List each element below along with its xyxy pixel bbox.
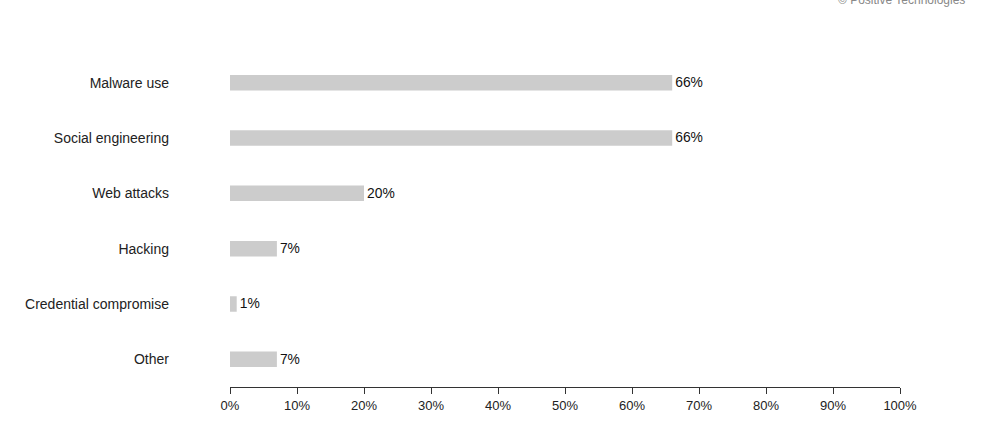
svg-text:7%: 7%: [280, 351, 300, 367]
svg-text:Credential compromise: Credential compromise: [25, 296, 169, 312]
svg-text:Other: Other: [134, 351, 169, 367]
svg-text:7%: 7%: [280, 240, 300, 256]
svg-text:Malware use: Malware use: [90, 75, 170, 91]
svg-text:10%: 10%: [284, 398, 310, 413]
svg-text:Web attacks: Web attacks: [92, 185, 169, 201]
svg-text:1%: 1%: [240, 295, 260, 311]
svg-text:90%: 90%: [820, 398, 846, 413]
svg-text:80%: 80%: [753, 398, 779, 413]
svg-text:66%: 66%: [675, 74, 703, 90]
svg-text:66%: 66%: [675, 129, 703, 145]
svg-text:30%: 30%: [418, 398, 444, 413]
svg-text:60%: 60%: [619, 398, 645, 413]
svg-text:Hacking: Hacking: [118, 241, 169, 257]
svg-text:20%: 20%: [351, 398, 377, 413]
svg-text:40%: 40%: [485, 398, 511, 413]
svg-text:© Positive Technologies: © Positive Technologies: [838, 0, 965, 7]
svg-text:70%: 70%: [686, 398, 712, 413]
svg-text:50%: 50%: [552, 398, 578, 413]
svg-text:Social engineering: Social engineering: [54, 130, 169, 146]
svg-text:100%: 100%: [883, 398, 917, 413]
svg-text:20%: 20%: [367, 185, 395, 201]
svg-text:0%: 0%: [221, 398, 240, 413]
